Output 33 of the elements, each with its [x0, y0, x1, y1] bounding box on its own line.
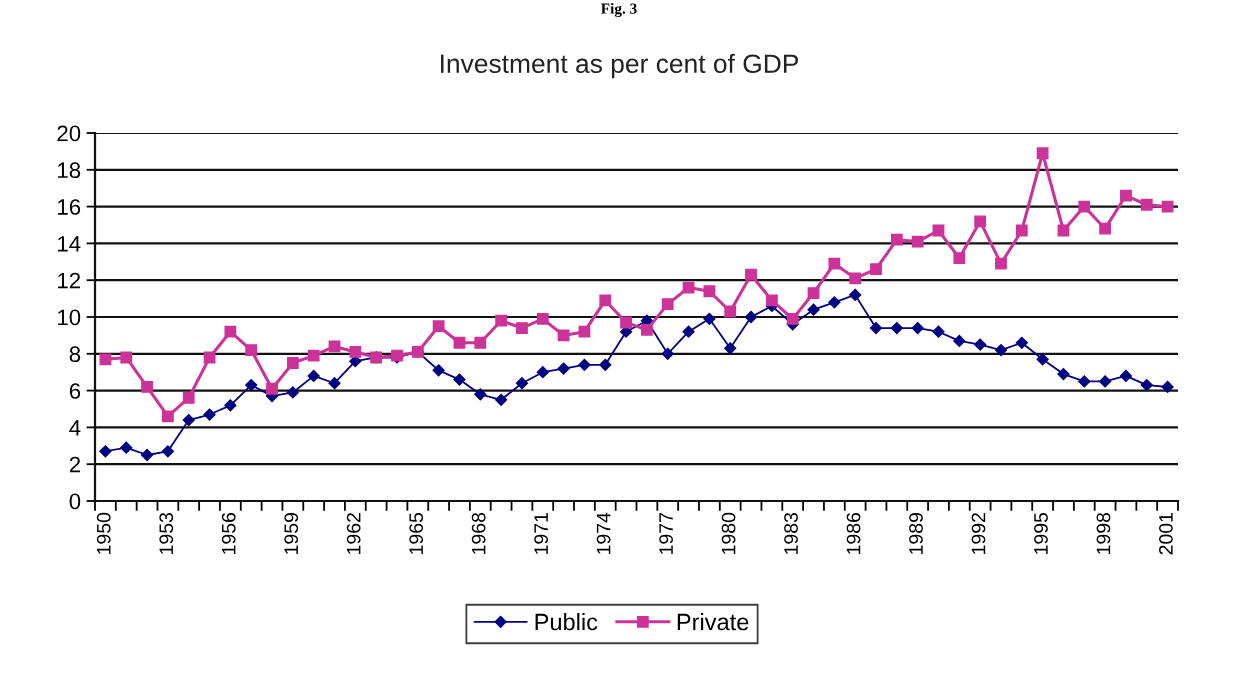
- caption: Fig. 3: [601, 3, 637, 17]
- x-tick-label: 1971: [534, 513, 548, 554]
- x-tick-label: 1986: [846, 512, 861, 554]
- chart-title: Investment as per cent of GDP: [441, 53, 799, 79]
- legend-label: Public: [535, 612, 598, 631]
- x-tick-label: 1953: [159, 512, 174, 554]
- x-tick-label: 1998: [1096, 512, 1111, 554]
- y-tick-label: 18: [58, 162, 81, 179]
- x-tick-label: 1980: [721, 512, 736, 554]
- x-tick-label: 1968: [471, 512, 486, 554]
- y-tick-label: 14: [58, 236, 81, 252]
- x-tick-label: 1977: [659, 513, 673, 554]
- x-tick-label: 1965: [409, 512, 424, 554]
- y-tick-label: 2: [69, 456, 80, 473]
- x-tick-label: 1956: [221, 512, 236, 554]
- x-tick-label: 1989: [909, 513, 923, 554]
- y-tick-label: 10: [58, 309, 81, 326]
- y-tick-label: 20: [57, 125, 81, 142]
- y-tick-label: 4: [69, 420, 81, 436]
- y-tick-label: 0: [69, 493, 81, 510]
- x-tick-label: 1995: [1034, 512, 1048, 554]
- x-tick-label: 1992: [971, 513, 986, 554]
- y-tick-label: 6: [69, 383, 81, 399]
- x-tick-label: 1983: [784, 512, 798, 554]
- x-tick-label: 1962: [346, 513, 361, 554]
- y-tick-label: 12: [58, 272, 80, 289]
- y-tick-label: 16: [58, 199, 81, 215]
- legend-label: Private: [677, 612, 749, 631]
- y-tick-label: 8: [69, 346, 81, 363]
- x-tick-label: 1974: [596, 512, 611, 554]
- x-tick-label: 2001: [1159, 513, 1173, 555]
- x-tick-label: 1959: [284, 513, 299, 554]
- x-tick-label: 1950: [96, 512, 111, 554]
